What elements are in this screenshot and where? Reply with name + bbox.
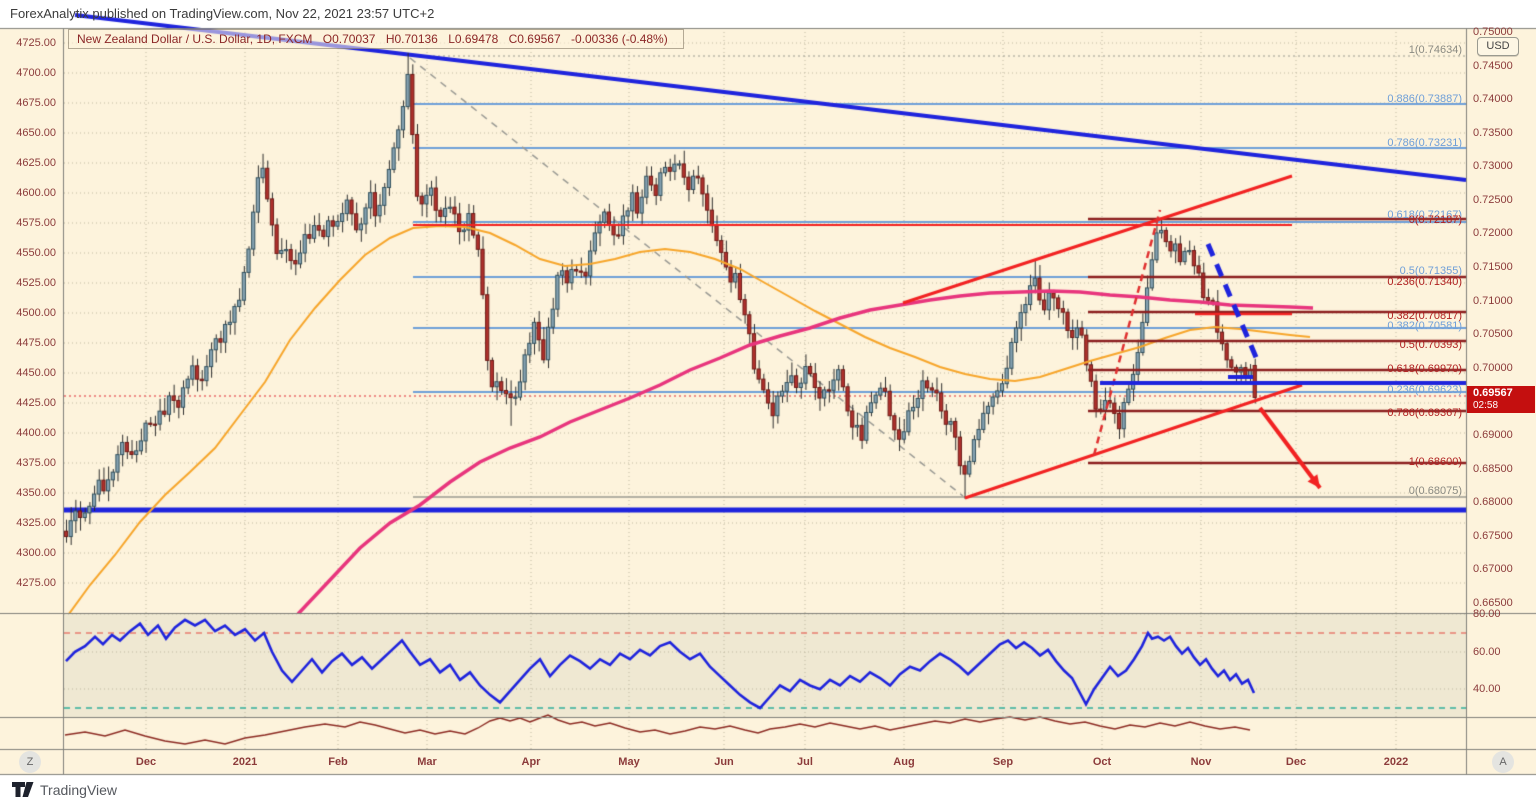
fib-level-label: 1(0.68600) — [1408, 456, 1462, 468]
fib-level-label: 0.786(0.73231) — [1387, 137, 1462, 149]
right-axis-tick: 0.67000 — [1473, 563, 1513, 575]
left-axis-tick: 4350.00 — [16, 487, 56, 499]
right-axis-tick: 0.74000 — [1473, 93, 1513, 105]
tradingview-logo[interactable]: TradingView — [12, 781, 117, 798]
left-axis-tick: 4675.00 — [16, 97, 56, 109]
left-axis-tick: 4550.00 — [16, 247, 56, 259]
symbol-legend[interactable]: New Zealand Dollar / U.S. Dollar, 1D, FX… — [68, 29, 684, 49]
left-axis-tick: 4425.00 — [16, 397, 56, 409]
fib-level-label: 0.236(0.71340) — [1387, 276, 1462, 288]
time-axis-label: Apr — [521, 756, 541, 768]
fib-level-label: 0(0.72187) — [1408, 214, 1462, 226]
scale-z-button[interactable]: Z — [19, 751, 41, 773]
left-axis-tick: 4325.00 — [16, 517, 56, 529]
time-axis-label: Sep — [992, 756, 1014, 768]
right-axis-tick: 0.66500 — [1473, 597, 1513, 609]
left-axis-tick: 4450.00 — [16, 367, 56, 379]
left-axis-tick: 4575.00 — [16, 217, 56, 229]
time-axis-label: Mar — [417, 756, 437, 768]
left-axis-tick: 4625.00 — [16, 157, 56, 169]
left-axis-tick: 4375.00 — [16, 457, 56, 469]
right-axis-tick: 0.75000 — [1473, 26, 1513, 38]
fib-level-label: 1(0.74634) — [1408, 44, 1462, 56]
time-axis-label: Jul — [797, 756, 813, 768]
fib-level-label: 0.382(0.70817) — [1387, 310, 1462, 322]
ohlc-close: C0.69567 — [508, 32, 561, 46]
right-axis-tick: 0.68000 — [1473, 496, 1513, 508]
left-axis-tick: 4300.00 — [16, 547, 56, 559]
left-axis-tick: 4275.00 — [16, 577, 56, 589]
rsi-axis-tick: 80.00 — [1473, 608, 1501, 620]
tradingview-logo-text: TradingView — [40, 781, 118, 798]
left-axis-tick: 4725.00 — [16, 37, 56, 49]
fib-level-label: 0.236(0.69623) — [1387, 384, 1462, 396]
time-axis-label: Jun — [714, 756, 734, 768]
currency-toggle-button[interactable]: USD — [1477, 37, 1519, 56]
right-axis-tick: 0.70500 — [1473, 328, 1513, 340]
fib-level-label: 0.5(0.70393) — [1399, 339, 1462, 351]
last-price-badge: 0.69567 02:58 — [1467, 386, 1535, 413]
right-axis-tick: 0.71500 — [1473, 261, 1513, 273]
time-axis-label: Dec — [1285, 756, 1307, 768]
left-axis-tick: 4600.00 — [16, 187, 56, 199]
left-axis-tick: 4400.00 — [16, 427, 56, 439]
right-axis-tick: 0.74500 — [1473, 60, 1513, 72]
right-axis-tick: 0.70000 — [1473, 362, 1513, 374]
left-axis-tick: 4500.00 — [16, 307, 56, 319]
scale-auto-button[interactable]: A — [1492, 751, 1514, 773]
left-axis-tick: 4475.00 — [16, 337, 56, 349]
time-axis-label: May — [618, 756, 640, 768]
fib-level-label: 0.618(0.69970) — [1387, 363, 1462, 375]
right-axis-tick: 0.67500 — [1473, 530, 1513, 542]
time-axis-label: Oct — [1092, 756, 1112, 768]
time-axis-label: Aug — [893, 756, 915, 768]
right-axis-tick: 0.73000 — [1473, 160, 1513, 172]
time-axis-label: 2022 — [1383, 756, 1409, 768]
fib-level-label: 0.618(0.72167) — [1387, 209, 1462, 221]
left-axis-tick: 4650.00 — [16, 127, 56, 139]
right-axis-tick: 0.72500 — [1473, 194, 1513, 206]
right-axis-tick: 0.71000 — [1473, 295, 1513, 307]
rsi-axis-tick: 40.00 — [1473, 683, 1501, 695]
right-axis-tick: 0.72000 — [1473, 227, 1513, 239]
time-axis-label: Feb — [328, 756, 348, 768]
fib-level-label: 0.786(0.69367) — [1387, 407, 1462, 419]
fib-level-label: 0(0.68075) — [1408, 485, 1462, 497]
left-axis-tick: 4700.00 — [16, 67, 56, 79]
fib-level-label: 0.5(0.71355) — [1399, 265, 1462, 277]
fib-level-label: 0.382(0.70581) — [1387, 320, 1462, 332]
bar-countdown: 02:58 — [1473, 400, 1499, 411]
last-price-value: 0.69567 — [1473, 387, 1513, 399]
ohlc-change: -0.00336 (-0.48%) — [571, 32, 668, 46]
time-axis-label: Dec — [135, 756, 157, 768]
ohlc-low: L0.69478 — [448, 32, 499, 46]
rsi-axis-tick: 60.00 — [1473, 646, 1501, 658]
right-axis-tick: 0.69000 — [1473, 429, 1513, 441]
symbol-title: New Zealand Dollar / U.S. Dollar, 1D, FX… — [77, 32, 313, 46]
ohlc-high: H0.70136 — [385, 32, 438, 46]
left-axis-tick: 4525.00 — [16, 277, 56, 289]
fib-level-label: 0.886(0.73887) — [1387, 93, 1462, 105]
time-axis-label: Nov — [1190, 756, 1212, 768]
right-axis-tick: 0.73500 — [1473, 127, 1513, 139]
right-axis-tick: 0.68500 — [1473, 463, 1513, 475]
time-axis-label: 2021 — [232, 756, 258, 768]
ohlc-open: O0.70037 — [322, 32, 376, 46]
attribution-text: ForexAnalytix published on TradingView.c… — [10, 6, 435, 21]
tradingview-logo-icon — [12, 782, 34, 797]
